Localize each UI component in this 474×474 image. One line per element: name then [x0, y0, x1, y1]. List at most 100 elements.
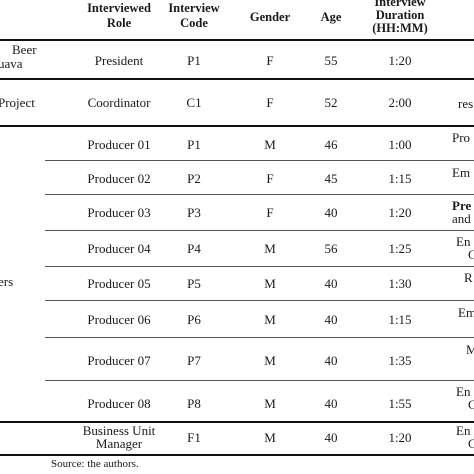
row11-duration: 1:20: [388, 430, 412, 445]
row7-age: 40: [324, 276, 338, 291]
row4-code: P2: [187, 171, 201, 186]
row3-duration: 1:00: [388, 137, 412, 152]
row11-gender: M: [264, 430, 276, 445]
header-rule: [0, 39, 474, 41]
row6-age: 56: [324, 241, 338, 256]
row1-duration: 1:20: [388, 53, 412, 68]
row7-duration: 1:30: [388, 276, 412, 291]
header-duration-line3: (HH:MM): [372, 21, 428, 35]
group-label-1-line1: Beer: [12, 42, 37, 57]
header-role-line2: Role: [106, 16, 132, 30]
row9-role: Producer 07: [87, 353, 151, 368]
group-label-2: Project: [0, 95, 35, 110]
row4-gender: F: [266, 171, 274, 186]
row10-role: Producer 08: [87, 396, 151, 411]
row9-code: P7: [187, 353, 201, 368]
row9-age: 40: [324, 353, 338, 368]
header-age: Age: [320, 10, 342, 24]
header-duration: Interview Duration (HH:MM): [360, 0, 440, 34]
row6-duration: 1:25: [388, 241, 412, 256]
row3-extra: Pro: [452, 130, 471, 145]
row5-extra-line1: Pre: [452, 198, 472, 213]
row-rule-4: [45, 194, 474, 195]
row5-extra: Pre and: [452, 199, 471, 225]
row3-gender: M: [264, 137, 276, 152]
row3-age: 46: [324, 137, 338, 152]
row2-gender: F: [266, 95, 274, 110]
row2-code: C1: [186, 95, 202, 110]
row8-role: Producer 06: [87, 312, 151, 327]
source-note: Source: the authors.: [51, 458, 139, 470]
row8-gender: M: [264, 312, 276, 327]
row10-age: 40: [324, 396, 338, 411]
group-label-1-line2: uava: [0, 56, 23, 71]
row11-age: 40: [324, 430, 338, 445]
row4-duration: 1:15: [388, 171, 412, 186]
row2-age: 52: [324, 95, 338, 110]
row10-duration: 1:55: [388, 396, 412, 411]
row7-code: P5: [187, 276, 201, 291]
row6-role: Producer 04: [87, 241, 151, 256]
row11-extra-line2: C: [468, 436, 474, 451]
row5-extra-line2: and: [452, 211, 471, 226]
group-rule-3: [0, 421, 474, 423]
header-role-line1: Interviewed: [87, 1, 151, 15]
row8-extra: Em: [458, 305, 474, 320]
row5-gender: F: [266, 205, 274, 220]
row9-gender: M: [264, 353, 276, 368]
row4-role: Producer 02: [87, 171, 151, 186]
row-rule-8: [45, 337, 474, 338]
row10-extra-line2: C: [468, 397, 474, 412]
row1-gender: F: [266, 53, 274, 68]
row11-extra-line1: En: [456, 423, 471, 438]
row4-extra: Em: [452, 165, 471, 180]
row8-age: 40: [324, 312, 338, 327]
header-code-line1: Interview: [168, 1, 220, 15]
row2-extra: res: [458, 96, 474, 111]
row3-code: P1: [187, 137, 201, 152]
row2-role: Coordinator: [87, 95, 151, 110]
row6-code: P4: [187, 241, 201, 256]
row11-role-line1: Business Unit: [82, 423, 156, 438]
row5-code: P3: [187, 205, 201, 220]
group-label-1: Beer uava: [0, 43, 37, 71]
header-gender: Gender: [249, 10, 291, 24]
row4-age: 45: [324, 171, 338, 186]
row5-role: Producer 03: [87, 205, 151, 220]
row6-extra: En C: [456, 235, 474, 261]
row9-duration: 1:35: [388, 353, 412, 368]
row6-extra-line2: C: [468, 247, 474, 262]
row2-duration: 2:00: [388, 95, 412, 110]
header-duration-line2: Duration: [375, 8, 425, 22]
row6-gender: M: [264, 241, 276, 256]
row-rule-3: [45, 160, 474, 161]
row1-age: 55: [324, 53, 338, 68]
row1-role: President: [94, 53, 144, 68]
row11-role: Business Unit Manager: [48, 424, 190, 450]
row1-code: P1: [187, 53, 201, 68]
group-rule-1: [0, 78, 474, 80]
row-rule-5: [45, 230, 474, 231]
row7-role: Producer 05: [87, 276, 151, 291]
header-duration-line1: Interview: [374, 0, 426, 9]
row-rule-9: [45, 380, 474, 381]
row11-code: F1: [187, 430, 201, 445]
group-label-3: ers: [0, 274, 14, 289]
row11-role-line2: Manager: [95, 436, 143, 451]
row7-gender: M: [264, 276, 276, 291]
group-rule-2: [0, 125, 474, 127]
header-code-line2: Code: [180, 16, 208, 30]
row8-duration: 1:15: [388, 312, 412, 327]
row9-extra: M: [466, 342, 474, 357]
row6-extra-line1: En: [456, 234, 471, 249]
row10-extra: En C: [456, 385, 474, 411]
row3-role: Producer 01: [87, 137, 151, 152]
row5-age: 40: [324, 205, 338, 220]
row10-code: P8: [187, 396, 201, 411]
bottom-rule: [0, 454, 474, 456]
header-code: Interview Code: [160, 1, 228, 30]
row5-duration: 1:20: [388, 205, 412, 220]
row-rule-7: [45, 300, 474, 301]
row10-gender: M: [264, 396, 276, 411]
row7-extra: R: [464, 270, 473, 285]
